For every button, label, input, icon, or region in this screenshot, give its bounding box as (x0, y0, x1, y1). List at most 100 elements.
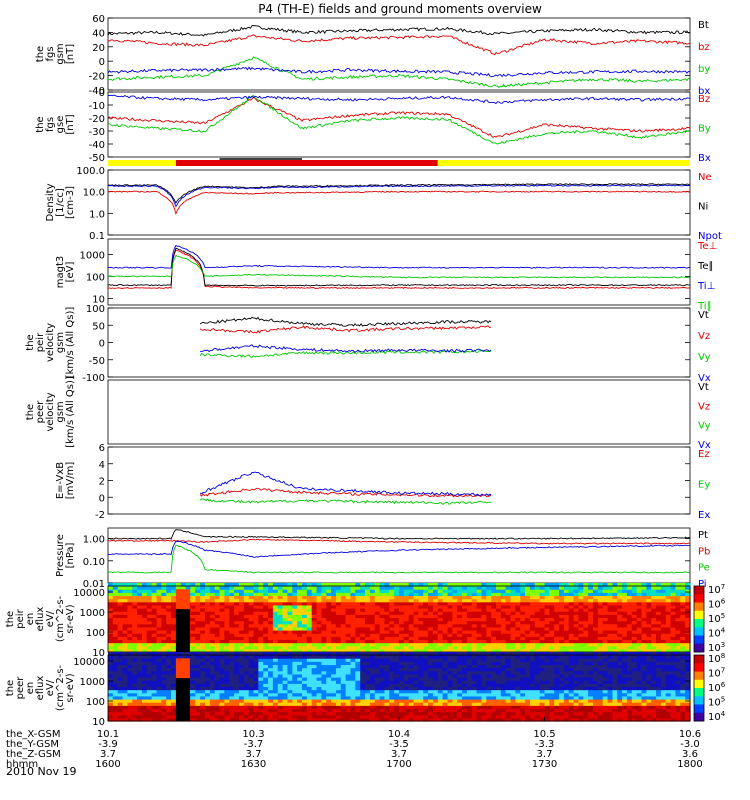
y-tick-label: -40 (89, 86, 105, 97)
y-tick-label: 2 (99, 477, 105, 488)
y-tick-label: 1000 (80, 250, 105, 261)
legend-entry: Pi (698, 579, 707, 590)
status-bar (108, 158, 690, 166)
legend-entry: Ey (698, 480, 710, 491)
svg-text:gsm: gsm (55, 401, 66, 422)
svg-text:sr-eV): sr-eV) (65, 604, 76, 633)
y-tick-label: 10 (92, 648, 105, 659)
x-tick-label: 1600 (95, 759, 120, 770)
series-line-Bt (107, 25, 691, 37)
x-tick-label: -3.0 (680, 739, 700, 750)
series-line-bz (107, 34, 691, 56)
y-tick-label: 50 (92, 321, 105, 332)
series-line-Vx (200, 344, 492, 354)
colorbar-tick-label: 107 (708, 583, 725, 596)
svg-text:en: en (25, 613, 36, 626)
data-gap (175, 678, 190, 721)
panel-peir_velocity: 100 50 0 -50 -100 the peir velocity gsm [km/s (Al… (25, 304, 711, 384)
legend-entry: bz (698, 42, 710, 53)
panel-frame (107, 17, 691, 91)
x-tick-label: 3.7 (246, 749, 262, 760)
panel-frame (107, 91, 691, 158)
legend-entry: Npot (698, 231, 722, 242)
legend-entry: Ti⊥ (697, 281, 715, 292)
x-tick-label: 10.3 (242, 729, 264, 740)
y-tick-label: 10000 (73, 657, 105, 668)
colorbar-tick-label: 105 (708, 696, 725, 709)
svg-text:E=-VxB: E=-VxB (55, 462, 66, 499)
y-axis-label: the fgs gsm [nT] (35, 43, 76, 64)
panel-frame (107, 446, 691, 515)
panel-frame (107, 527, 691, 584)
y-tick-label: -40 (89, 140, 105, 151)
svg-text:[km/s (All Qs)]: [km/s (All Qs)] (65, 307, 76, 379)
series-line-Npot (107, 184, 691, 208)
series-line-Bz (107, 97, 691, 138)
y-tick-label: 20 (92, 43, 105, 54)
legend-entry: By (698, 124, 711, 135)
series-line-Ne (107, 190, 691, 216)
series-line-By (107, 94, 691, 145)
svg-text:peir: peir (35, 332, 46, 352)
y-tick-label: 10.0 (83, 188, 105, 199)
legend-entry: Te∥ (697, 261, 714, 272)
panel-frame (107, 379, 691, 445)
y-tick-label: 0.10 (83, 557, 105, 568)
legend-entry: Ex (698, 510, 710, 521)
series-line-bx (107, 66, 691, 78)
y-tick-label: 1000 (80, 677, 105, 688)
svg-text:the: the (25, 404, 36, 420)
svg-text:velocity: velocity (45, 323, 56, 362)
y-axis-label: the peer velocity gsm [km/s (All Qs)] (25, 376, 76, 448)
y-tick-label: 10 (92, 294, 105, 305)
y-tick-label: 0.1 (89, 231, 105, 242)
x-tick-label: 10.6 (679, 729, 701, 740)
series-line-Ti∥ (107, 254, 691, 279)
colorbar (693, 585, 705, 653)
series-line-Pb (107, 538, 691, 545)
legend-entry: Ti∥ (697, 301, 712, 312)
series-line-Vt (199, 316, 492, 327)
y-tick-label: 0 (99, 57, 105, 68)
series-line-Ez (199, 487, 492, 498)
figure-title: P4 (TH-E) fields and ground moments over… (258, 2, 542, 16)
panel-frame (107, 238, 691, 306)
panel-peer_velocity: the peer velocity gsm [km/s (All Qs)] Vt Vz Vy V… (25, 376, 711, 451)
x-tick-label: 3.7 (537, 749, 553, 760)
colorbar-tick-label: 107 (708, 667, 725, 680)
y-tick-label: -2 (95, 510, 105, 521)
x-tick-label: -3.7 (244, 739, 264, 750)
y-tick-label: 10 (92, 717, 105, 728)
legend-entry: Ez (698, 449, 710, 460)
svg-text:fgs: fgs (45, 46, 56, 61)
y-axis-label: magt3 [eV] (55, 256, 76, 289)
series-line-Te∥ (107, 247, 691, 287)
legend-entry: Ni (698, 202, 708, 213)
x-row-label: the_Y-GSM (6, 739, 59, 750)
svg-text:(cm^2-s-: (cm^2-s- (55, 595, 66, 642)
legend-entry: Bz (698, 94, 710, 105)
legend-entry: Ne (698, 172, 712, 183)
legend-entry: Vt (698, 310, 709, 321)
svg-text:magt3: magt3 (55, 256, 66, 289)
x-tick-label: 3.7 (100, 749, 116, 760)
legend-entry: Bt (698, 20, 709, 31)
colorbar-tick-label: 104 (708, 710, 726, 723)
y-tick-label: 6 (99, 443, 105, 454)
panel-fgs_gsm: 60 40 20 0 -20 -40 the fgs gsm [nT] Bt bz by bx (35, 14, 710, 97)
x-row-label: the_X-GSM (6, 729, 60, 740)
svg-text:the: the (35, 46, 46, 62)
x-axis-labels: the_X-GSM 10.1 10.3 10.4 10.5 10.6 the_Y-GSM -3… (6, 717, 703, 770)
legend-entry: Vt (698, 382, 709, 393)
series-line-Vz (199, 325, 492, 334)
colorbar-tick-label: 106 (708, 598, 726, 611)
svg-text:the: the (25, 334, 36, 350)
y-tick-label: 100 (86, 304, 105, 315)
legend-entry: Vx (698, 440, 711, 451)
y-tick-label: 40 (92, 28, 105, 39)
y-axis-label: Density [1/cc] [cm-3] (45, 183, 76, 221)
series-line-Ey (199, 498, 492, 505)
svg-text:velocity: velocity (45, 392, 56, 431)
y-axis-label: the peer en eflux eV/(cm^2-s-sr-eV) (5, 664, 76, 711)
